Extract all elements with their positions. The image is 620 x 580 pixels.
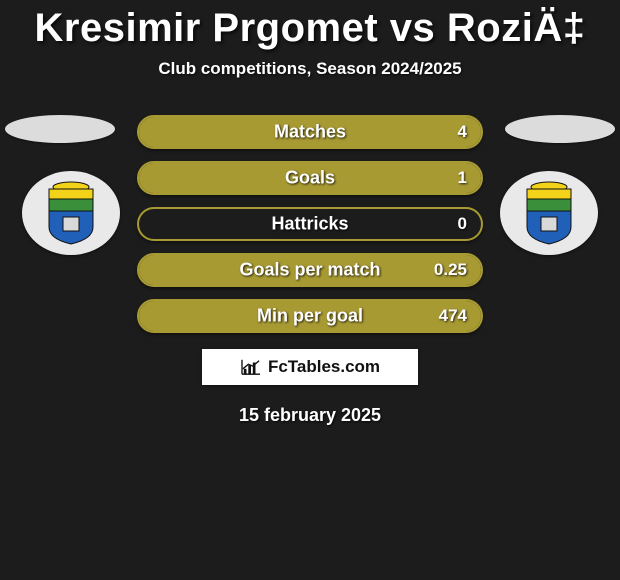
- stat-label: Goals per match: [139, 260, 481, 281]
- stat-row: Goals per match 0.25: [137, 253, 483, 287]
- comparison-panel: Matches 4 Goals 1 Hattricks 0 Goals per …: [0, 115, 620, 426]
- stat-label: Matches: [139, 122, 481, 143]
- stat-bars: Matches 4 Goals 1 Hattricks 0 Goals per …: [137, 115, 483, 333]
- brand-badge: FcTables.com: [202, 349, 418, 385]
- stat-value: 1: [458, 168, 467, 188]
- brand-text: FcTables.com: [268, 357, 380, 377]
- club-crest-icon: [43, 181, 99, 245]
- stat-row: Min per goal 474: [137, 299, 483, 333]
- stat-row: Goals 1: [137, 161, 483, 195]
- team-crest-right: [500, 171, 598, 255]
- snapshot-date: 15 february 2025: [0, 405, 620, 426]
- team-crest-left: [22, 171, 120, 255]
- stat-row: Hattricks 0: [137, 207, 483, 241]
- player-slot-left: [5, 115, 115, 143]
- bar-chart-icon: [240, 358, 262, 376]
- page-title: Kresimir Prgomet vs RoziÄ‡: [0, 0, 620, 51]
- stat-value: 4: [458, 122, 467, 142]
- stat-row: Matches 4: [137, 115, 483, 149]
- stat-value: 0: [458, 214, 467, 234]
- player-slot-right: [505, 115, 615, 143]
- stat-label: Min per goal: [139, 306, 481, 327]
- page-subtitle: Club competitions, Season 2024/2025: [0, 59, 620, 79]
- club-crest-icon: [521, 181, 577, 245]
- stat-value: 474: [439, 306, 467, 326]
- stat-value: 0.25: [434, 260, 467, 280]
- stat-label: Goals: [139, 168, 481, 189]
- stat-label: Hattricks: [139, 214, 481, 235]
